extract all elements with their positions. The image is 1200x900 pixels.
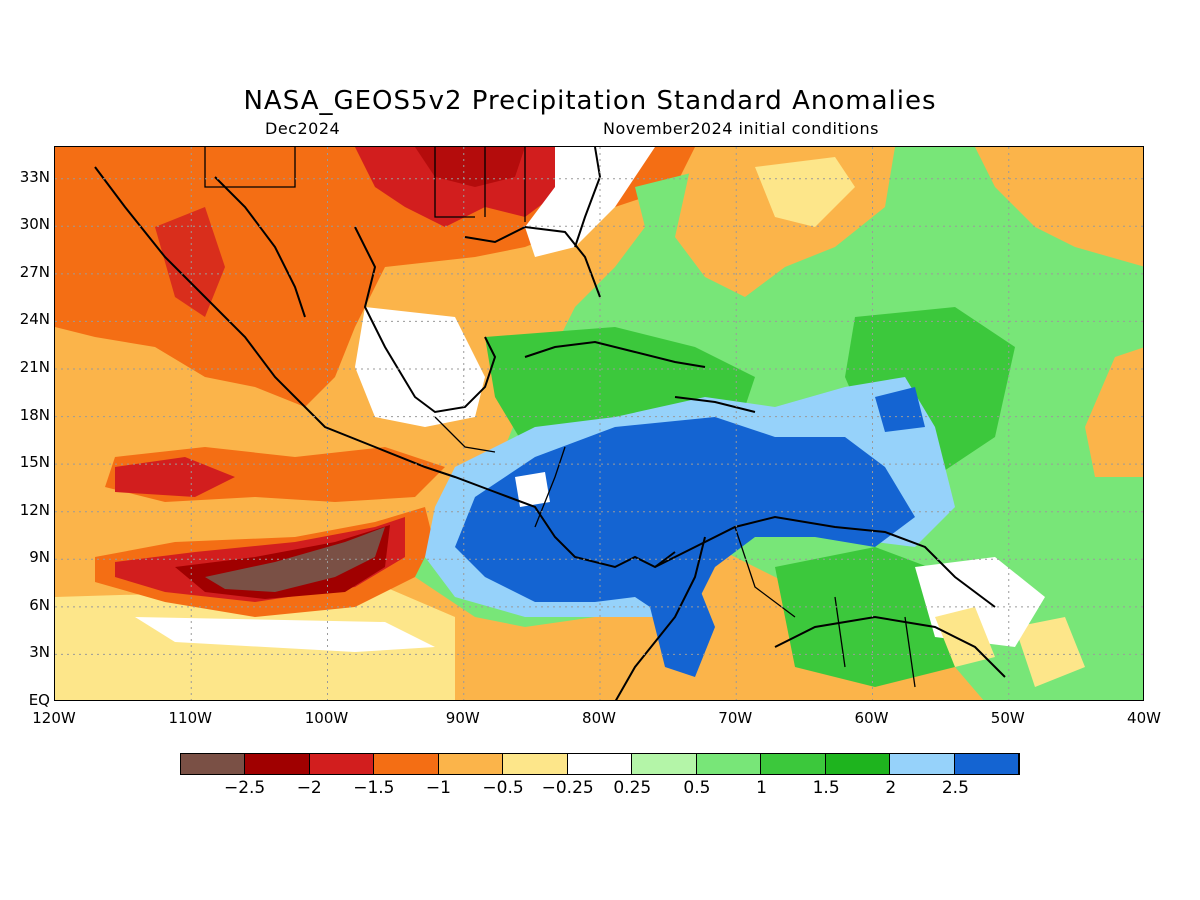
legend-swatch [309, 754, 375, 774]
lat-tick-label: 21N [19, 358, 50, 376]
legend-swatch [438, 754, 504, 774]
lon-tick-label: 120W [32, 709, 76, 727]
legend-swatch [567, 754, 633, 774]
lon-tick-label: 50W [990, 709, 1025, 727]
lat-tick-label: EQ [28, 691, 50, 709]
legend-label: −2.5 [223, 778, 266, 798]
map-canvas [55, 147, 1143, 700]
lat-tick-label: 12N [19, 500, 50, 519]
lon-tick-label: 80W [582, 709, 616, 727]
legend-label: 0.25 [613, 778, 652, 798]
legend-label: −2 [296, 778, 322, 798]
gridlines [55, 147, 1143, 700]
legend-swatch [245, 754, 310, 774]
legend-label: −0.25 [541, 778, 594, 798]
legend-label: −1.5 [353, 778, 395, 798]
lat-tick-label: 27N [19, 262, 50, 281]
anomaly-map [54, 146, 1144, 701]
lat-tick-label: 3N [29, 643, 50, 662]
legend-label: −1 [425, 778, 451, 798]
lat-tick-label: 9N [29, 548, 50, 567]
lat-tick-label: 15N [19, 453, 50, 472]
legend-label: 1.5 [812, 778, 840, 798]
lon-tick-label: 40W [1127, 709, 1161, 727]
lon-tick-label: 70W [718, 709, 753, 727]
legend-swatch [954, 754, 1020, 774]
color-legend [180, 753, 1020, 775]
legend-label: 1 [756, 778, 767, 798]
lon-tick-label: 90W [445, 709, 480, 727]
lon-tick-label: 110W [168, 709, 212, 727]
legend-swatch [890, 754, 955, 774]
initial-conditions: November2024 initial conditions [603, 119, 879, 138]
legend-swatch [825, 754, 891, 774]
lat-tick-label: 6N [29, 595, 50, 614]
legend-label: 2.5 [941, 778, 969, 798]
lat-tick-label: 18N [19, 405, 50, 424]
legend-swatch [632, 754, 697, 774]
legend-swatch [374, 754, 439, 774]
lat-tick-label: 30N [19, 215, 50, 234]
legend-swatch [503, 754, 568, 774]
legend-swatch [696, 754, 762, 774]
legend-swatch [761, 754, 826, 774]
lat-tick-label: 33N [19, 167, 50, 186]
chart-title: NASA_GEOS5v2 Precipitation Standard Anom… [243, 86, 937, 116]
lon-tick-label: 100W [304, 709, 349, 727]
legend-swatch [181, 754, 246, 774]
legend-label: −0.5 [482, 778, 524, 798]
legend-label: 0.5 [683, 778, 711, 798]
lon-tick-label: 60W [854, 709, 889, 727]
legend-label: 2 [885, 778, 897, 798]
forecast-month: Dec2024 [265, 119, 341, 138]
lat-tick-label: 24N [19, 310, 50, 329]
